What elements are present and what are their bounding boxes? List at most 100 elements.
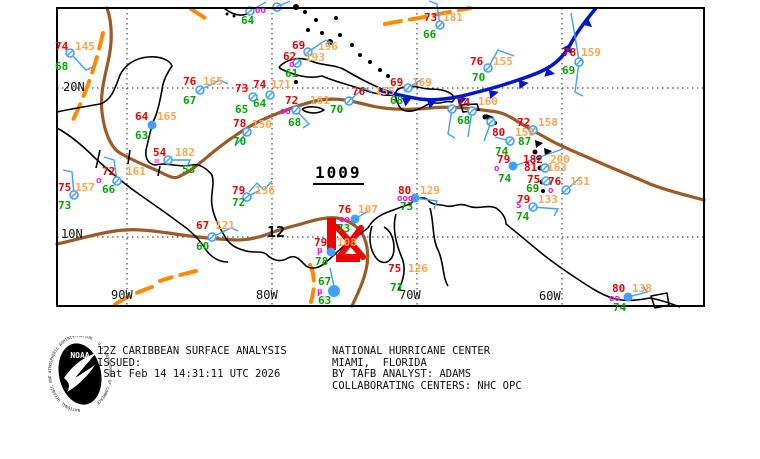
noaa-logo: NATIONAL OCEANIC AND ATMOSPHERIC ADMINIS… [48,336,112,413]
pressure-value: 171 [271,78,291,91]
dewpoint-value: 71 [390,281,404,294]
weather-symbol: µ [317,246,323,256]
boundary-line [55,216,370,308]
dewpoint-value: 66 [423,28,437,41]
coastline [367,197,681,308]
coastline [394,85,455,112]
dewpoint-value: 60 [196,240,209,253]
red-marker-bar [327,218,336,250]
agency-location: MIAMI, FLORIDA [332,356,427,369]
cold-front-triangle [581,18,593,28]
trough-line [308,263,316,304]
pressure-value: 155 [375,85,395,98]
temperature-value: 75 [527,173,540,186]
pressure-value: 129 [420,184,440,197]
grid-label: 10N [61,227,83,241]
pressure-value: 157 [75,181,95,194]
station-circle-slash [292,106,300,114]
wind-barb [487,49,515,69]
dewpoint-value: 70 [472,71,485,84]
station-circle-slash [484,64,492,72]
pressure-value: 165 [203,75,223,88]
station-dot [508,161,518,171]
pressure-value: 150 [252,118,272,131]
weather-symbol: o [494,164,499,174]
station-circle-slash [542,177,550,185]
pressure-value: 121 [215,219,235,232]
issued-label: ISSUED: [97,356,142,369]
island [314,18,318,22]
pressure-value: 126 [408,262,428,275]
station-circle-slash [575,58,583,66]
dewpoint-value: 67 [183,94,196,107]
weather-symbol: oo [255,6,266,16]
temperature-value: 73 [235,82,248,95]
temperature-value: 69 [292,39,305,52]
dewpoint-value: 69 [526,182,539,195]
trough-line [70,31,105,124]
pressure-value: 155 [493,55,513,68]
dewpoint-value: 70 [233,135,246,148]
station-circle-slash [293,59,301,67]
wind-barb [570,12,580,61]
pressure-value: 200 [550,153,570,166]
temperature-value: 72 [517,116,530,129]
wind-barb [248,180,273,193]
temperature-value: 72 [102,165,115,178]
pressure-value: 158 [538,116,558,129]
temperature-value: 79 [232,184,245,197]
weather-symbol: S [516,201,521,211]
station-circle-slash [541,164,549,172]
station-circle-slash [529,203,537,211]
pressure-value: 150 [515,126,535,139]
temperature-value: 74 [55,40,69,53]
station-circle-slash [562,186,570,194]
pressure-value: 151 [570,175,590,188]
wind-barb [532,206,560,217]
wind-barb [307,39,335,53]
red-marker-bar [336,254,360,262]
product-title: 12Z CARIBBEAN SURFACE ANALYSIS [97,345,287,357]
temperature-value: 76 [548,175,562,188]
station-circle-slash [506,137,514,145]
temperature-value: 69 [390,76,403,89]
island [350,43,354,47]
noaa-seagull-icon [64,353,96,392]
island [225,12,229,16]
dewpoint-value: 74 [498,172,512,185]
wind-barb [627,285,649,298]
station-dot [147,120,157,130]
pressure-value: 133 [538,193,558,206]
station-dot [350,214,360,224]
island [294,80,298,84]
trough-line [158,269,198,283]
wind-barb [69,52,94,71]
temperature-value: 78 [233,117,246,130]
pennant-mark [535,140,543,148]
dewpoint-value: 73 [58,199,71,212]
dewpoint-value: 78 [315,255,328,268]
weather-symbol: o [96,176,101,186]
pressure-value: 107 [358,203,378,216]
station-circle-slash [249,93,257,101]
weather-symbol: o [289,60,294,70]
station-circle-slash [208,233,216,241]
temperature-value: 80 [492,126,505,139]
station-circle-slash [529,126,537,134]
temperature-value: 54 [153,146,167,159]
wind-barb [211,227,239,238]
dewpoint-value: 53 [182,163,195,176]
dewpoint-value: 68 [390,94,403,107]
grid-label: 80W [256,288,278,302]
weather-symbol: oo [339,215,350,225]
pressure-value: 108 [337,236,357,249]
pressure-value: 138 [632,282,652,295]
island [532,149,538,155]
wind-barb [168,159,192,168]
temperature-value: 182 [523,153,543,166]
pressure-value: 160 [478,95,498,108]
wind-barb [414,197,438,210]
station-circle-slash [345,97,353,105]
